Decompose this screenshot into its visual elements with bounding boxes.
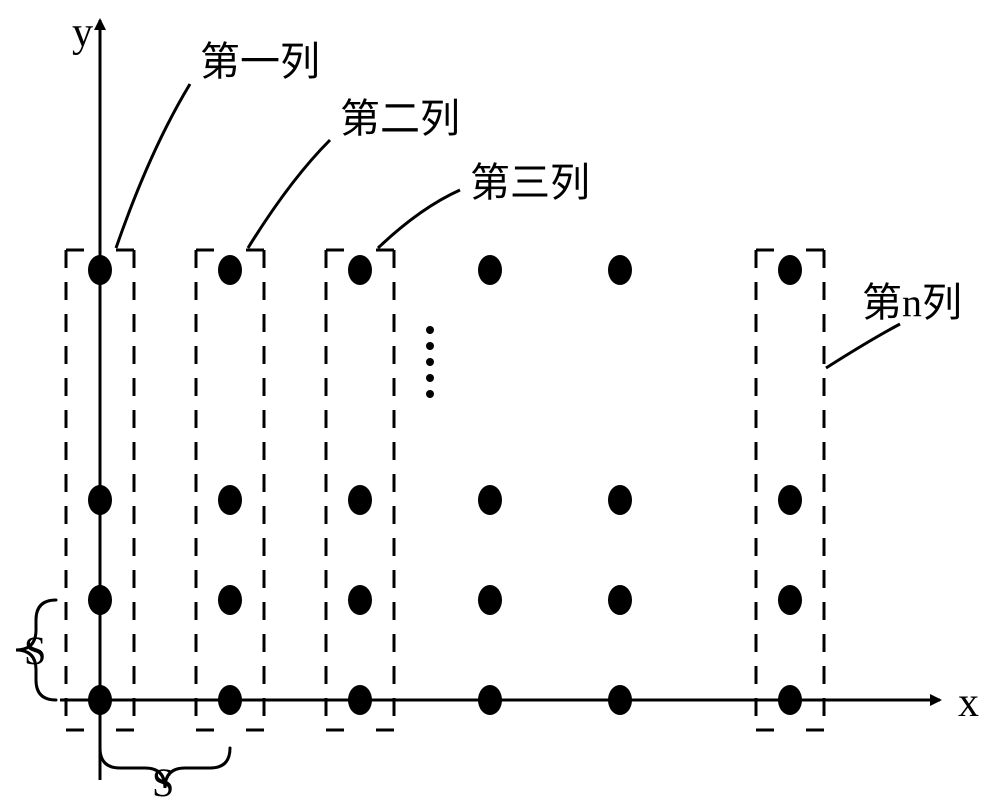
label-l2: 第二列 bbox=[340, 96, 460, 141]
label-ln: 第n列 bbox=[862, 280, 962, 325]
grid-dot bbox=[348, 485, 372, 515]
grid-dot bbox=[478, 685, 502, 715]
ellipsis-dot bbox=[426, 390, 434, 398]
diagram-stage: x y 第一列第二列第三列第n列 S S bbox=[0, 0, 1000, 802]
leader-l1 bbox=[116, 84, 190, 248]
brace-label-bS_v: S bbox=[24, 628, 46, 673]
grid-dot bbox=[218, 685, 242, 715]
grid-dot bbox=[348, 685, 372, 715]
grid-dot bbox=[88, 485, 112, 515]
ellipsis-dot bbox=[426, 374, 434, 382]
grid-dot bbox=[608, 685, 632, 715]
leader-ln bbox=[826, 324, 900, 368]
grid-dot bbox=[608, 485, 632, 515]
label-l3: 第三列 bbox=[470, 160, 590, 205]
ellipsis-dot bbox=[426, 342, 434, 350]
grid-dot bbox=[88, 685, 112, 715]
ellipsis-dot bbox=[426, 326, 434, 334]
x-axis-label: x bbox=[958, 680, 979, 726]
grid-dot bbox=[218, 485, 242, 515]
grid-dot bbox=[778, 485, 802, 515]
grid-dot bbox=[218, 255, 242, 285]
brace-label-bS_h: S bbox=[152, 760, 174, 802]
grid-dot bbox=[478, 485, 502, 515]
leader-l2 bbox=[248, 140, 330, 248]
diagram-svg: x y 第一列第二列第三列第n列 S S bbox=[0, 0, 1000, 802]
ellipsis-dot bbox=[426, 358, 434, 366]
grid-dot bbox=[778, 255, 802, 285]
grid-dot bbox=[778, 585, 802, 615]
leader-l3 bbox=[378, 190, 460, 248]
grid-dot bbox=[478, 585, 502, 615]
grid-dot bbox=[608, 255, 632, 285]
grid-dot bbox=[778, 685, 802, 715]
grid-dot bbox=[348, 255, 372, 285]
grid-dot bbox=[348, 585, 372, 615]
y-axis-label: y bbox=[72, 10, 93, 56]
grid-dot bbox=[218, 585, 242, 615]
label-l1: 第一列 bbox=[200, 39, 320, 84]
grid-dot bbox=[88, 255, 112, 285]
grid-dot bbox=[478, 255, 502, 285]
grid-dot bbox=[608, 585, 632, 615]
grid-dot bbox=[88, 585, 112, 615]
